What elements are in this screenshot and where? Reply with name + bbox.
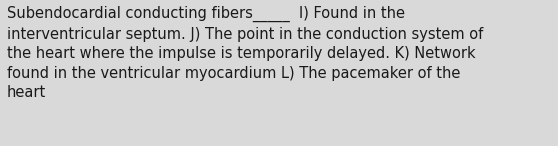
Text: Subendocardial conducting fibers_____  I) Found in the
interventricular septum. : Subendocardial conducting fibers_____ I)… bbox=[7, 6, 483, 100]
